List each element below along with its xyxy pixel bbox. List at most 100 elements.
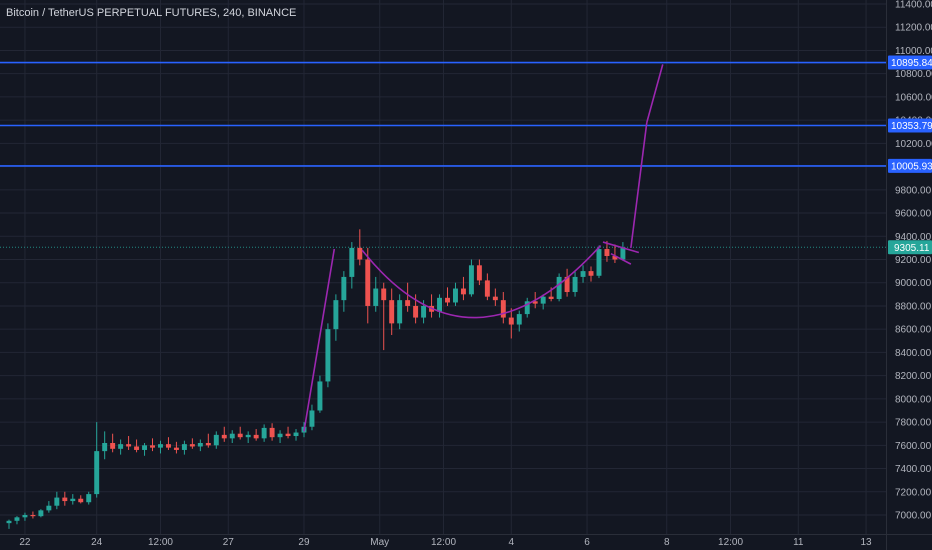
- candle-body: [102, 442, 108, 452]
- price-tick-label: 10800.00: [895, 69, 932, 80]
- price-tick-label: 9800.00: [895, 185, 932, 196]
- candle-body: [333, 300, 339, 330]
- candle-body: [245, 434, 251, 438]
- candle-body: [54, 497, 60, 506]
- projection-line-2[interactable]: [646, 64, 664, 123]
- candle-body: [341, 276, 347, 301]
- candle-body: [173, 447, 179, 450]
- candle-body: [397, 300, 403, 324]
- price-tick-label: 9600.00: [895, 209, 932, 220]
- time-tick-label: 8: [664, 537, 670, 548]
- candle-body: [229, 433, 235, 439]
- candle-body: [500, 300, 506, 318]
- candle-body: [62, 497, 68, 502]
- price-tick-label: 7600.00: [895, 441, 932, 452]
- candle-body: [126, 444, 132, 447]
- price-tick-label: 8400.00: [895, 348, 932, 359]
- time-tick-label: 4: [509, 537, 515, 548]
- price-tick-label: 8800.00: [895, 301, 932, 312]
- candle-body: [484, 280, 490, 297]
- candle-body: [349, 247, 355, 277]
- time-tick-label: May: [370, 537, 389, 548]
- level-price-tag: [888, 118, 932, 133]
- candle-body: [309, 410, 315, 427]
- candle-body: [413, 305, 419, 318]
- candle-body: [540, 296, 546, 304]
- candle-body: [285, 433, 291, 437]
- rally-trend-line[interactable]: [303, 248, 336, 432]
- candle-body: [381, 288, 387, 301]
- price-tick-label: 7800.00: [895, 418, 932, 429]
- candle-body: [22, 515, 28, 518]
- candle-body: [548, 296, 554, 299]
- candle-body: [165, 444, 171, 448]
- projection-line-1[interactable]: [630, 122, 648, 248]
- handle-upper-line[interactable]: [602, 241, 640, 254]
- candle-body: [389, 300, 395, 324]
- candle-body: [46, 505, 52, 511]
- candle-body: [460, 288, 466, 295]
- candle-body: [556, 276, 562, 299]
- candle-body: [86, 494, 92, 503]
- candle-body: [620, 247, 626, 260]
- last-price-tag-label: 9305.11: [894, 243, 930, 254]
- price-tags: 10895.84 10353.79 10005.93 9305.11: [888, 55, 932, 255]
- candle-body: [445, 297, 450, 303]
- horizontal-levels[interactable]: [0, 61, 886, 248]
- price-tick-label: 9200.00: [895, 255, 932, 266]
- candle-body: [6, 520, 12, 524]
- candle-body: [142, 445, 148, 450]
- price-tick-label: 8600.00: [895, 325, 932, 336]
- candle-body: [596, 249, 602, 276]
- candle-body: [357, 247, 363, 260]
- candle-body: [118, 444, 124, 449]
- candle-body: [38, 510, 44, 517]
- price-tick-label: 11400.00: [895, 0, 932, 11]
- time-tick-label: 13: [861, 537, 873, 548]
- candles: [6, 229, 626, 529]
- candle-body: [476, 265, 482, 281]
- time-axis[interactable]: 22 24 12:00 27 29 May 12:00 4 6 8 12:00 11 13: [0, 534, 932, 549]
- candle-body: [405, 300, 411, 306]
- time-tick-label: 12:00: [718, 537, 743, 548]
- candle-body: [110, 442, 116, 449]
- candle-body: [277, 433, 283, 438]
- time-tick-label: 29: [298, 537, 310, 548]
- price-tick-label: 11000.00: [895, 46, 932, 57]
- candle-body: [564, 276, 570, 293]
- cup-curve[interactable]: [361, 245, 602, 319]
- candle-body: [325, 329, 331, 382]
- candle-body: [492, 296, 498, 301]
- grid: [0, 0, 886, 534]
- time-tick-label: 6: [584, 537, 590, 548]
- candle-body: [421, 305, 427, 318]
- candle-body: [150, 445, 155, 448]
- time-tick-label: 24: [91, 537, 103, 548]
- candle-body: [237, 433, 243, 438]
- trend-drawings[interactable]: [303, 64, 664, 432]
- candle-body: [437, 297, 442, 312]
- level-price-tag: [888, 55, 932, 70]
- level-price-tag-label: 10895.84: [891, 58, 932, 69]
- handle-lower-line[interactable]: [610, 252, 632, 265]
- candle-body: [197, 442, 203, 447]
- price-tick-label: 10200.00: [895, 139, 932, 150]
- level-price-tag-label: 10005.93: [891, 161, 932, 172]
- level-price-tag: [888, 158, 932, 173]
- price-axis[interactable]: 7000.00 7200.00 7400.00 7600.00 7800.00 8000.…: [886, 0, 932, 550]
- candle-body: [261, 427, 267, 439]
- time-tick-label: 12:00: [148, 537, 173, 548]
- level-price-tag-label: 10353.79: [891, 121, 932, 132]
- price-tick-label: 9000.00: [895, 278, 932, 289]
- candle-body: [293, 432, 299, 437]
- candle-body: [269, 427, 275, 438]
- candle-body: [189, 444, 195, 447]
- price-tick-label: 11200.00: [895, 23, 932, 34]
- candle-body: [373, 288, 379, 306]
- price-tick-label: 7200.00: [895, 487, 932, 498]
- candle-body: [588, 271, 594, 276]
- candle-body: [134, 446, 140, 450]
- candle-body: [70, 498, 76, 502]
- price-tick-label: 8200.00: [895, 371, 932, 382]
